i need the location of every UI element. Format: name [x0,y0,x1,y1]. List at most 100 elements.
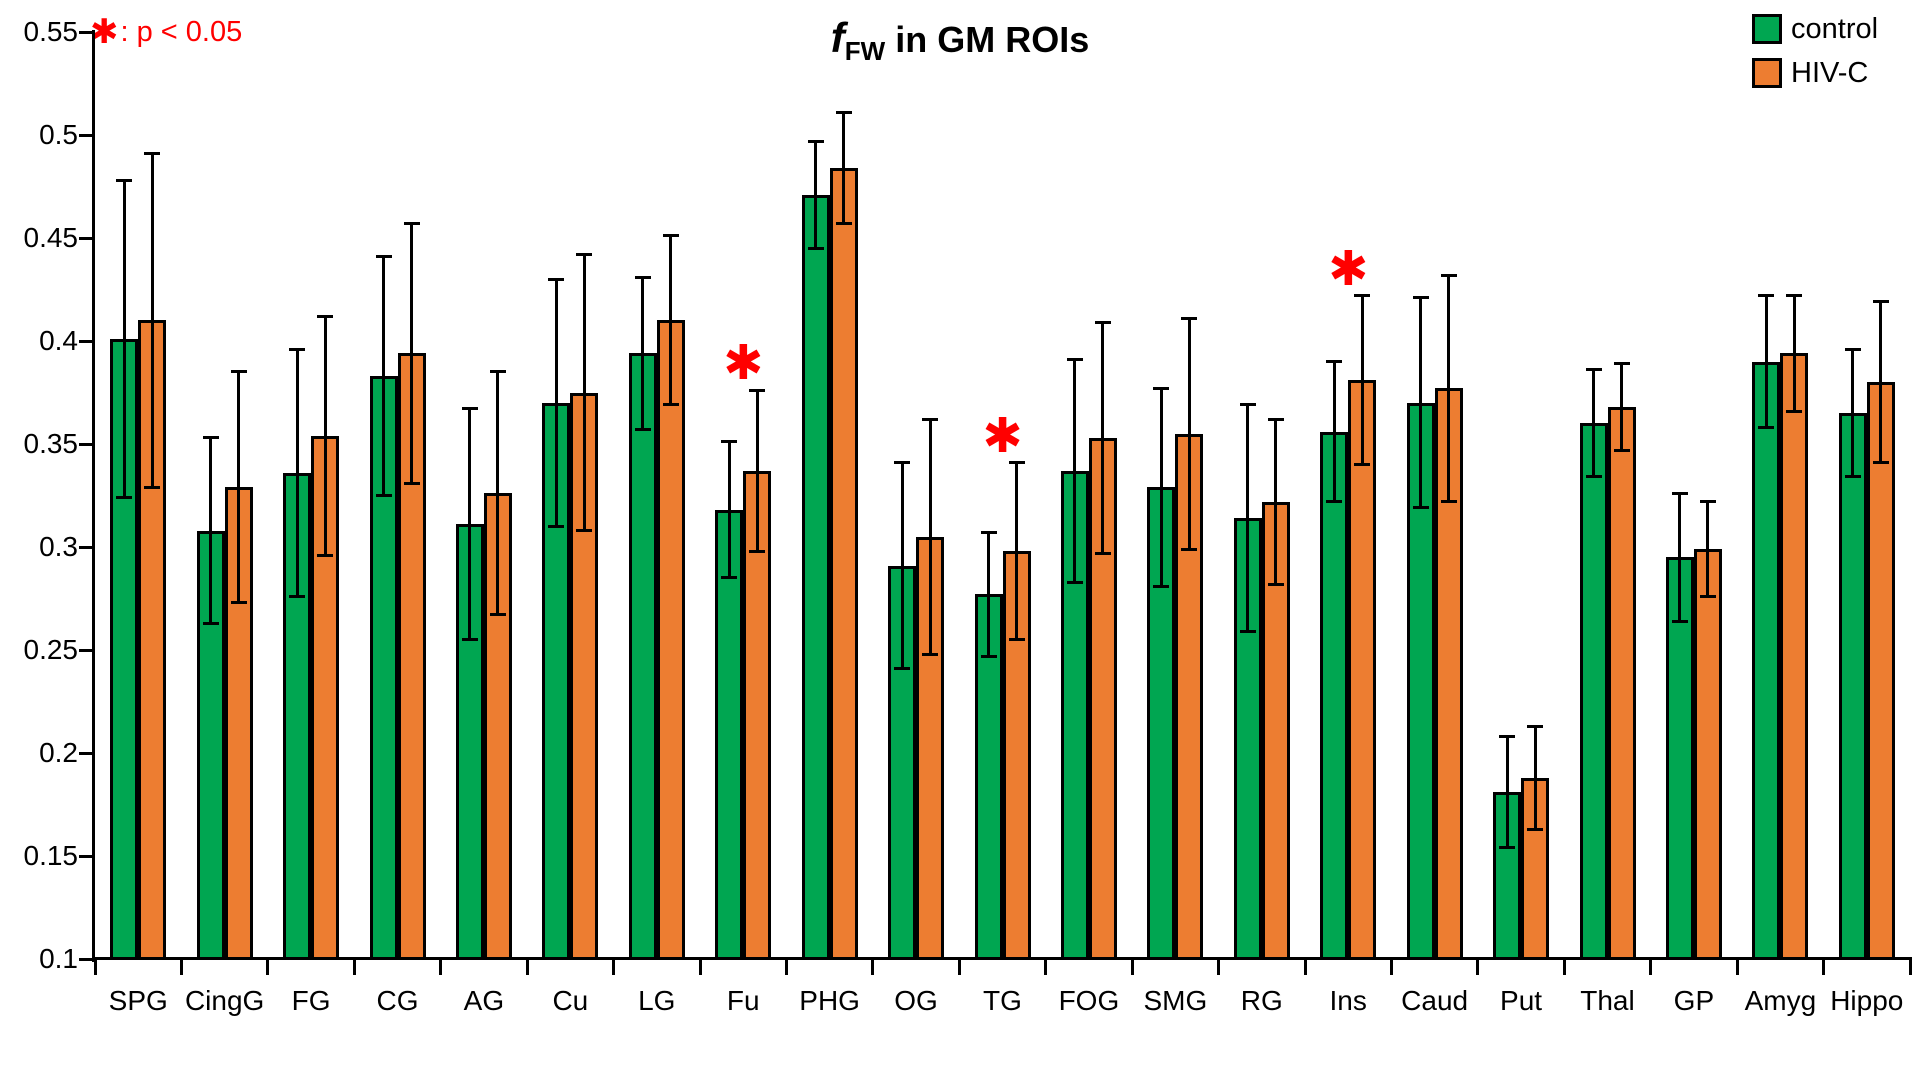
x-label-Put: Put [1500,985,1543,1016]
error-cap-bottom-control-Fu [721,576,738,580]
error-cap-top-control-SMG [1153,386,1170,390]
error-cap-bottom-control-SMG [1153,584,1170,588]
error-cap-top-HIV-C-SPG [144,152,161,156]
x-tick-20 [1822,957,1826,975]
error-cap-top-HIV-C-OG [922,417,939,421]
x-label-Hippo: Hippo [1830,985,1904,1016]
error-bar-control-Cu [554,279,558,527]
bar-HIV-C-FG [311,435,340,960]
y-tick-0.5 [79,133,93,137]
error-cap-bottom-HIV-C-OG [922,652,939,656]
error-cap-top-control-Cu [548,277,565,281]
x-tick-6 [612,957,616,975]
error-bar-HIV-C-Put [1533,726,1537,830]
error-cap-bottom-HIV-C-Amyg [1786,409,1803,413]
error-cap-top-control-Ins [1326,360,1343,364]
chart-title-rest: in GM ROIs [885,19,1090,60]
error-cap-top-HIV-C-TG [1008,461,1025,465]
legend: control HIV-C [1752,10,1878,98]
error-bar-control-RG [1246,404,1250,632]
error-cap-bottom-control-Put [1499,846,1516,850]
y-tick-0.2 [79,751,93,755]
error-cap-bottom-HIV-C-LG [662,403,679,407]
x-label-PHG: PHG [799,985,860,1016]
error-bar-HIV-C-Hippo [1879,301,1883,463]
bar-HIV-C-TG [1002,551,1031,960]
y-tick-0.25 [79,648,93,652]
error-bar-HIV-C-Cu [582,254,586,531]
x-label-Ins: Ins [1329,985,1367,1016]
error-cap-bottom-HIV-C-Cu [576,529,593,533]
x-tick-4 [439,957,443,975]
error-cap-top-HIV-C-Cu [576,252,593,256]
bar-HIV-C-Ins [1348,380,1377,960]
error-cap-bottom-HIV-C-FOG [1094,551,1111,555]
error-cap-top-control-CingG [202,436,219,440]
error-cap-top-HIV-C-LG [662,234,679,238]
error-cap-top-control-AG [461,407,478,411]
error-cap-top-control-Fu [721,440,738,444]
x-label-FOG: FOG [1058,985,1120,1016]
error-bar-control-SMG [1159,388,1163,587]
x-tick-19 [1735,957,1739,975]
error-cap-top-control-FOG [1066,358,1083,362]
error-cap-bottom-control-CingG [202,621,219,625]
error-cap-bottom-control-SPG [116,496,133,500]
error-cap-bottom-control-LG [634,428,651,432]
legend-swatch-control [1752,14,1782,44]
error-cap-bottom-control-Caud [1412,506,1429,510]
bar-control-GP [1665,557,1694,960]
error-cap-bottom-HIV-C-SMG [1181,547,1198,551]
error-cap-top-control-GP [1671,491,1688,495]
error-cap-bottom-control-Hippo [1844,475,1861,479]
error-bar-HIV-C-Amyg [1792,295,1796,412]
significance-note: ✱ : p < 0.05 [90,10,242,54]
x-label-LG: LG [638,985,676,1016]
x-label-OG: OG [894,985,938,1016]
x-tick-0 [93,957,97,975]
error-bar-HIV-C-OG [928,419,932,655]
bar-HIV-C-Hippo [1866,382,1895,960]
error-bar-HIV-C-Thal [1620,363,1623,451]
y-tick-label-0.15: 0.15 [23,840,79,871]
y-tick-0.55 [79,30,93,34]
bar-control-PHG [801,194,830,960]
error-cap-bottom-control-RG [1239,629,1256,633]
error-cap-top-control-SPG [116,178,133,182]
error-cap-bottom-control-PHG [807,246,824,250]
error-cap-top-HIV-C-FOG [1094,320,1111,324]
legend-item-HIV-C: HIV-C [1752,54,1878,92]
error-cap-bottom-HIV-C-GP [1699,594,1716,598]
error-bar-HIV-C-Caud [1447,275,1451,502]
error-cap-top-HIV-C-PHG [835,110,852,114]
error-cap-top-control-Caud [1412,296,1429,300]
y-tick-label-0.25: 0.25 [23,634,79,665]
chart-title: f FW in GM ROIs [0,14,1920,66]
bar-HIV-C-Amyg [1780,353,1809,960]
y-tick-0.4 [79,339,93,343]
error-bar-HIV-C-TG [1015,462,1018,640]
chart-title-f: f [830,14,845,61]
error-bar-control-Fu [727,441,731,578]
significance-asterisk-TG: ✱ [982,407,1023,464]
error-bar-control-Caud [1419,297,1423,508]
error-bar-control-FOG [1073,359,1077,582]
y-tick-label-0.2: 0.2 [39,737,78,768]
error-cap-top-HIV-C-Ins [1354,294,1371,298]
x-label-CG: CG [376,985,419,1016]
error-cap-bottom-HIV-C-AG [489,613,506,617]
bar-HIV-C-GP [1693,549,1722,960]
y-axis-line [92,30,95,962]
bar-control-LG [628,353,657,960]
x-label-Cu: Cu [552,985,589,1016]
error-cap-bottom-HIV-C-Caud [1440,500,1457,504]
error-bar-control-Hippo [1851,349,1855,477]
error-bar-control-OG [900,462,904,669]
legend-label-HIV-C: HIV-C [1791,56,1869,89]
error-bar-control-TG [987,532,990,657]
error-bar-HIV-C-SPG [150,153,154,488]
x-label-AG: AG [463,985,505,1016]
x-tick-14 [1303,957,1307,975]
x-tick-15 [1389,957,1393,975]
x-label-CingG: CingG [184,985,265,1016]
